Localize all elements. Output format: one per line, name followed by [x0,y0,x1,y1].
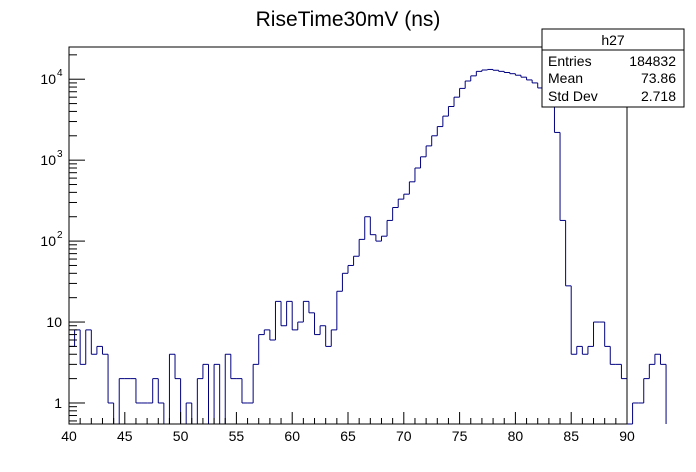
x-tick-label: 70 [396,428,412,444]
y-tick-exponent: 2 [57,230,63,241]
x-tick-label: 85 [563,428,579,444]
x-tick-label: 60 [284,428,300,444]
x-tick-label: 45 [117,428,133,444]
stats-box: h27 Entries 184832 Mean 73.86 Std Dev 2.… [541,28,685,108]
y-tick-label: 10 [40,233,56,249]
y-tick-label: 10 [46,314,62,330]
stats-stddev-value: 2.718 [641,88,676,104]
stats-histogram-name: h27 [601,32,625,48]
x-tick-label: 75 [452,428,468,444]
x-tick-label: 90 [619,428,635,444]
stats-stddev-label: Std Dev [548,88,598,104]
stats-box-frame [541,28,685,108]
stats-mean-label: Mean [548,70,583,86]
chart-title: RiseTime30mV (ns) [256,8,441,31]
y-tick-exponent: 4 [57,68,63,79]
y-tick-label: 10 [40,152,56,168]
stats-entries-value: 184832 [629,53,676,69]
x-tick-label: 55 [229,428,245,444]
stats-mean-value: 73.86 [641,70,676,86]
x-tick-label: 80 [508,428,524,444]
x-tick-label: 65 [340,428,356,444]
x-tick-label: 50 [173,428,189,444]
y-tick-label: 10 [40,71,56,87]
x-tick-label: 40 [61,428,77,444]
y-tick-label: 1 [54,395,62,411]
stats-entries-label: Entries [548,53,592,69]
y-tick-exponent: 3 [57,149,63,160]
